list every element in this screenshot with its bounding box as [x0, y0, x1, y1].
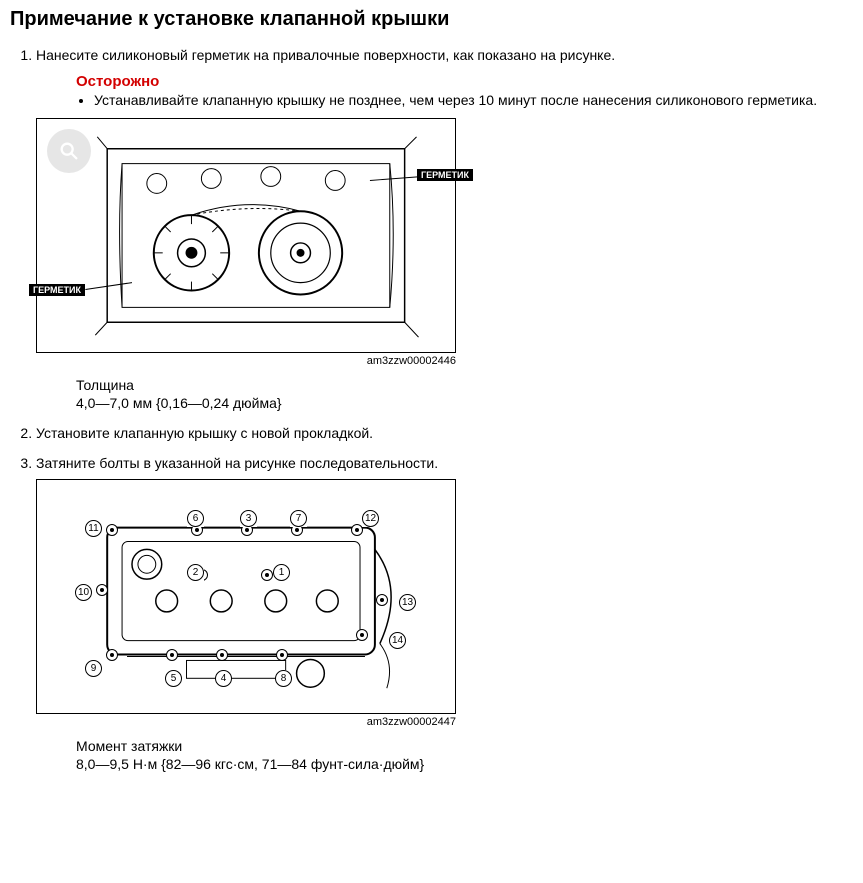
- step-2: Установите клапанную крышку с новой прок…: [36, 425, 853, 441]
- page-title: Примечание к установке клапанной крышки: [10, 8, 853, 31]
- bolt-number: 2: [187, 564, 204, 581]
- bolt-number: 9: [85, 660, 102, 677]
- bolt-point: [96, 584, 108, 596]
- bolt-number: 3: [240, 510, 257, 527]
- caution-block: Осторожно Устанавливайте клапанную крышк…: [76, 73, 853, 108]
- spec-thickness-value: 4,0—7,0 мм {0,16—0,24 дюйма}: [76, 395, 853, 411]
- step-3-text: Затяните болты в указанной на рисунке по…: [36, 455, 438, 471]
- spec-torque: Момент затяжки 8,0—9,5 Н·м {82—96 кгс·см…: [76, 738, 853, 772]
- bolt-number: 8: [275, 670, 292, 687]
- spec-thickness: Толщина 4,0—7,0 мм {0,16—0,24 дюйма}: [76, 377, 853, 411]
- sealant-label-right: ГЕРМЕТИК: [417, 169, 473, 181]
- bolt-point: [276, 649, 288, 661]
- bolt-point: [166, 649, 178, 661]
- spec-torque-value: 8,0—9,5 Н·м {82—96 кгс·см, 71—84 фунт-си…: [76, 756, 853, 772]
- spec-thickness-label: Толщина: [76, 377, 853, 393]
- figure-1: ГЕРМЕТИК ГЕРМЕТИК: [36, 118, 456, 353]
- bolt-point: [216, 649, 228, 661]
- bolt-point: [376, 594, 388, 606]
- caution-item: Устанавливайте клапанную крышку не поздн…: [94, 92, 853, 108]
- figure-2-id: am3zzw00002447: [36, 716, 456, 728]
- spec-torque-label: Момент затяжки: [76, 738, 853, 754]
- step-3: Затяните болты в указанной на рисунке по…: [36, 455, 853, 772]
- bolt-number: 14: [389, 632, 406, 649]
- bolt-number: 7: [290, 510, 307, 527]
- bolt-number: 12: [362, 510, 379, 527]
- bolt-number: 13: [399, 594, 416, 611]
- figure-1-drawing: [37, 119, 455, 352]
- caution-title: Осторожно: [76, 73, 853, 90]
- step-1: Нанесите силиконовый герметик на привало…: [36, 47, 853, 411]
- figure-2: 1234567891011121314: [36, 479, 456, 714]
- bolt-point: [356, 629, 368, 641]
- bolt-number: 1: [273, 564, 290, 581]
- bolt-point: [106, 524, 118, 536]
- bolt-point: [106, 649, 118, 661]
- bolt-number: 6: [187, 510, 204, 527]
- sealant-label-left: ГЕРМЕТИК: [29, 284, 85, 296]
- caution-list: Устанавливайте клапанную крышку не поздн…: [76, 92, 853, 108]
- bolt-number: 11: [85, 520, 102, 537]
- step-1-text: Нанесите силиконовый герметик на привало…: [36, 47, 615, 63]
- figure-1-id: am3zzw00002446: [36, 355, 456, 367]
- steps-list: Нанесите силиконовый герметик на привало…: [10, 47, 853, 772]
- bolt-number: 4: [215, 670, 232, 687]
- bolt-point: [261, 569, 273, 581]
- bolt-number: 5: [165, 670, 182, 687]
- bolt-number: 10: [75, 584, 92, 601]
